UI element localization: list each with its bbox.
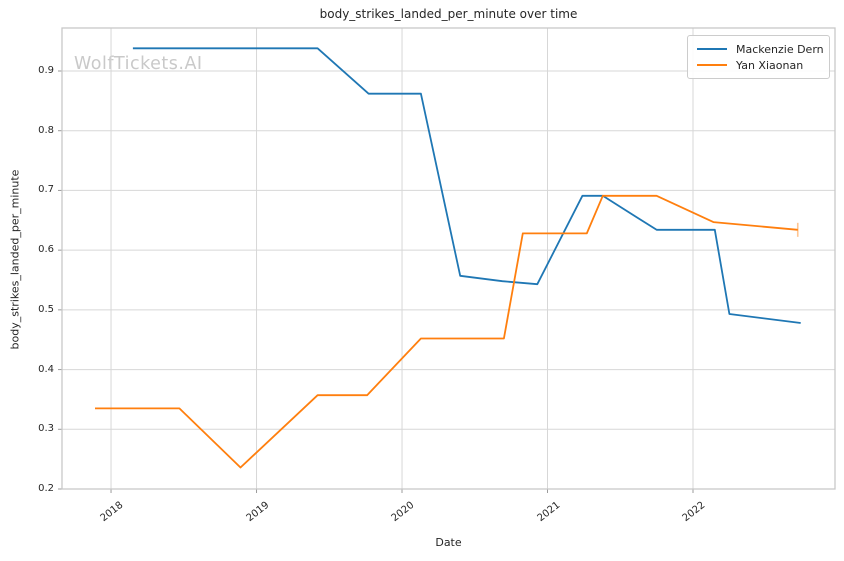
x-axis-label: Date xyxy=(435,536,462,549)
series-line-yan-xiaonan xyxy=(95,194,798,469)
y-tick-label: 0.2 xyxy=(38,483,54,494)
y-tick-label: 0.8 xyxy=(38,124,54,136)
y-tick-label: 0.7 xyxy=(38,184,54,196)
legend: Mackenzie Dern Yan Xiaonan xyxy=(687,35,830,79)
legend-label: Yan Xiaonan xyxy=(736,58,804,72)
legend-label: Mackenzie Dern xyxy=(736,42,824,56)
series-line-mackenzie-dern xyxy=(132,47,801,324)
chart-title: body_strikes_landed_per_minute over time xyxy=(319,7,578,21)
y-tick-label: 0.4 xyxy=(38,363,54,375)
y-tick-label: 0.6 xyxy=(38,244,54,256)
plot-frame xyxy=(61,27,836,490)
watermark: WolfTickets.AI xyxy=(74,54,203,74)
legend-entry-yan-xiaonan: Yan Xiaonan xyxy=(697,57,820,73)
legend-line-swatch xyxy=(697,47,727,51)
legend-line-swatch xyxy=(697,63,727,67)
y-axis-label: body_strikes_landed_per_minute xyxy=(8,169,22,350)
y-tick-label: 0.5 xyxy=(38,303,54,315)
legend-entry-mackenzie-dern: Mackenzie Dern xyxy=(697,41,824,57)
y-tick-label: 0.3 xyxy=(38,423,54,435)
y-tick-label: 0.9 xyxy=(38,64,54,76)
